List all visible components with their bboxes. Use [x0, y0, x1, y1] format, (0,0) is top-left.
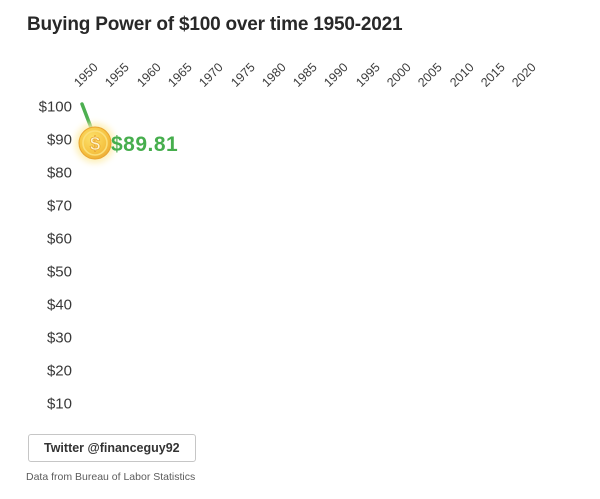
y-tick-label: $10 — [46, 395, 72, 413]
twitter-handle-button[interactable]: Twitter @financeguy92 — [28, 434, 196, 462]
coin-dollar-glyph: $ — [90, 134, 101, 155]
data-source-note: Data from Bureau of Labor Statistics — [26, 471, 196, 483]
current-value-label: $89.81 — [111, 133, 179, 156]
y-tick-label: $60 — [46, 230, 72, 248]
y-tick-label: $90 — [46, 131, 72, 149]
y-tick-label: $40 — [46, 296, 72, 314]
y-tick-label: $80 — [46, 164, 72, 182]
dollar-coin-icon: $ — [75, 123, 115, 163]
y-tick-label: $30 — [46, 329, 72, 347]
y-tick-label: $50 — [46, 263, 72, 281]
y-tick-label: $70 — [46, 197, 72, 215]
y-tick-label: $100 — [38, 98, 72, 116]
chart-title: Buying Power of $100 over time 1950-2021 — [27, 14, 403, 35]
y-tick-label: $20 — [46, 362, 72, 380]
